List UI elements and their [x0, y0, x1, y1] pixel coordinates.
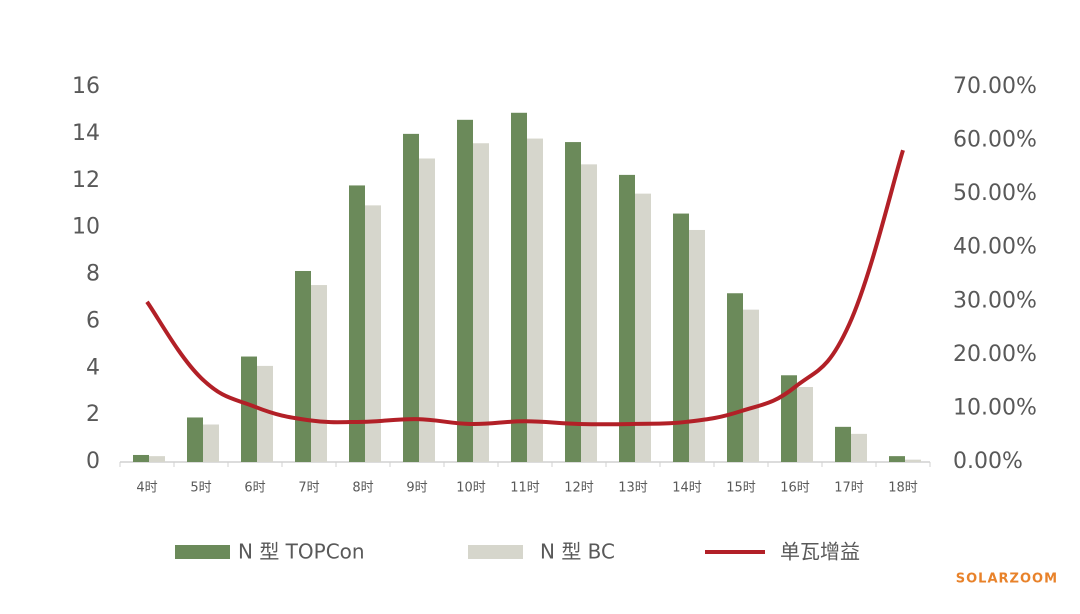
bar [727, 293, 743, 462]
bar [889, 456, 905, 462]
bar [241, 356, 257, 462]
x-tick-label: 18时 [888, 481, 918, 496]
x-tick-label: 8时 [352, 481, 373, 496]
bar [781, 375, 797, 462]
legend-label: N 型 TOPCon [238, 540, 365, 564]
bar [673, 213, 689, 462]
y-tick-label: 16 [72, 74, 100, 99]
y2-tick-label: 10.00% [953, 395, 1037, 420]
bar [581, 164, 597, 462]
x-tick-label: 16时 [780, 481, 810, 496]
y-tick-label: 10 [72, 215, 100, 240]
x-tick-label: 6时 [244, 481, 265, 496]
bar [905, 459, 921, 462]
bar [419, 158, 435, 462]
legend-swatch [468, 545, 523, 559]
x-tick-label: 14时 [672, 481, 702, 496]
watermark: SOLARZOOM [956, 572, 1058, 587]
bar [619, 174, 635, 462]
x-tick-label: 12时 [564, 481, 594, 496]
bar [473, 143, 489, 462]
legend-label: 单瓦增益 [780, 540, 860, 564]
bar [203, 424, 219, 462]
bar [565, 142, 581, 462]
bar [743, 309, 759, 462]
x-tick-label: 11时 [510, 481, 540, 496]
y-tick-label: 6 [86, 308, 100, 333]
bar [851, 433, 867, 462]
legend-label: N 型 BC [540, 540, 615, 564]
bar [257, 365, 273, 462]
y2-tick-label: 0.00% [953, 449, 1023, 474]
bar [403, 133, 419, 462]
y-tick-label: 0 [86, 449, 100, 474]
x-tick-label: 9时 [406, 481, 427, 496]
bar [149, 456, 165, 462]
legend-swatch [175, 545, 230, 559]
bar [187, 417, 203, 462]
y2-tick-label: 40.00% [953, 235, 1037, 260]
bar [511, 112, 527, 462]
y2-tick-label: 20.00% [953, 342, 1037, 367]
y2-tick-label: 60.00% [953, 128, 1037, 153]
bar [457, 119, 473, 462]
x-tick-label: 7时 [298, 481, 319, 496]
bar [689, 229, 705, 462]
bar [835, 426, 851, 462]
x-tick-label: 13时 [618, 481, 648, 496]
x-tick-label: 17时 [834, 481, 864, 496]
y2-tick-label: 50.00% [953, 181, 1037, 206]
bar [365, 205, 381, 462]
x-tick-label: 5时 [190, 481, 211, 496]
y-tick-label: 8 [86, 262, 100, 287]
x-tick-label: 10时 [456, 481, 486, 496]
x-tick-label: 4时 [136, 481, 157, 496]
y-tick-label: 12 [72, 168, 100, 193]
bar [635, 193, 651, 462]
y2-tick-label: 30.00% [953, 288, 1037, 313]
line [145, 149, 905, 427]
bar [295, 270, 311, 462]
bar [527, 138, 543, 462]
bar [797, 387, 813, 462]
y-tick-label: 2 [86, 402, 100, 427]
y2-tick-label: 70.00% [953, 74, 1037, 99]
y-tick-label: 14 [72, 121, 100, 146]
bar [311, 285, 327, 462]
x-tick-label: 15时 [726, 481, 756, 496]
y-tick-label: 4 [86, 355, 100, 380]
bar [349, 185, 365, 462]
bar [133, 454, 149, 462]
